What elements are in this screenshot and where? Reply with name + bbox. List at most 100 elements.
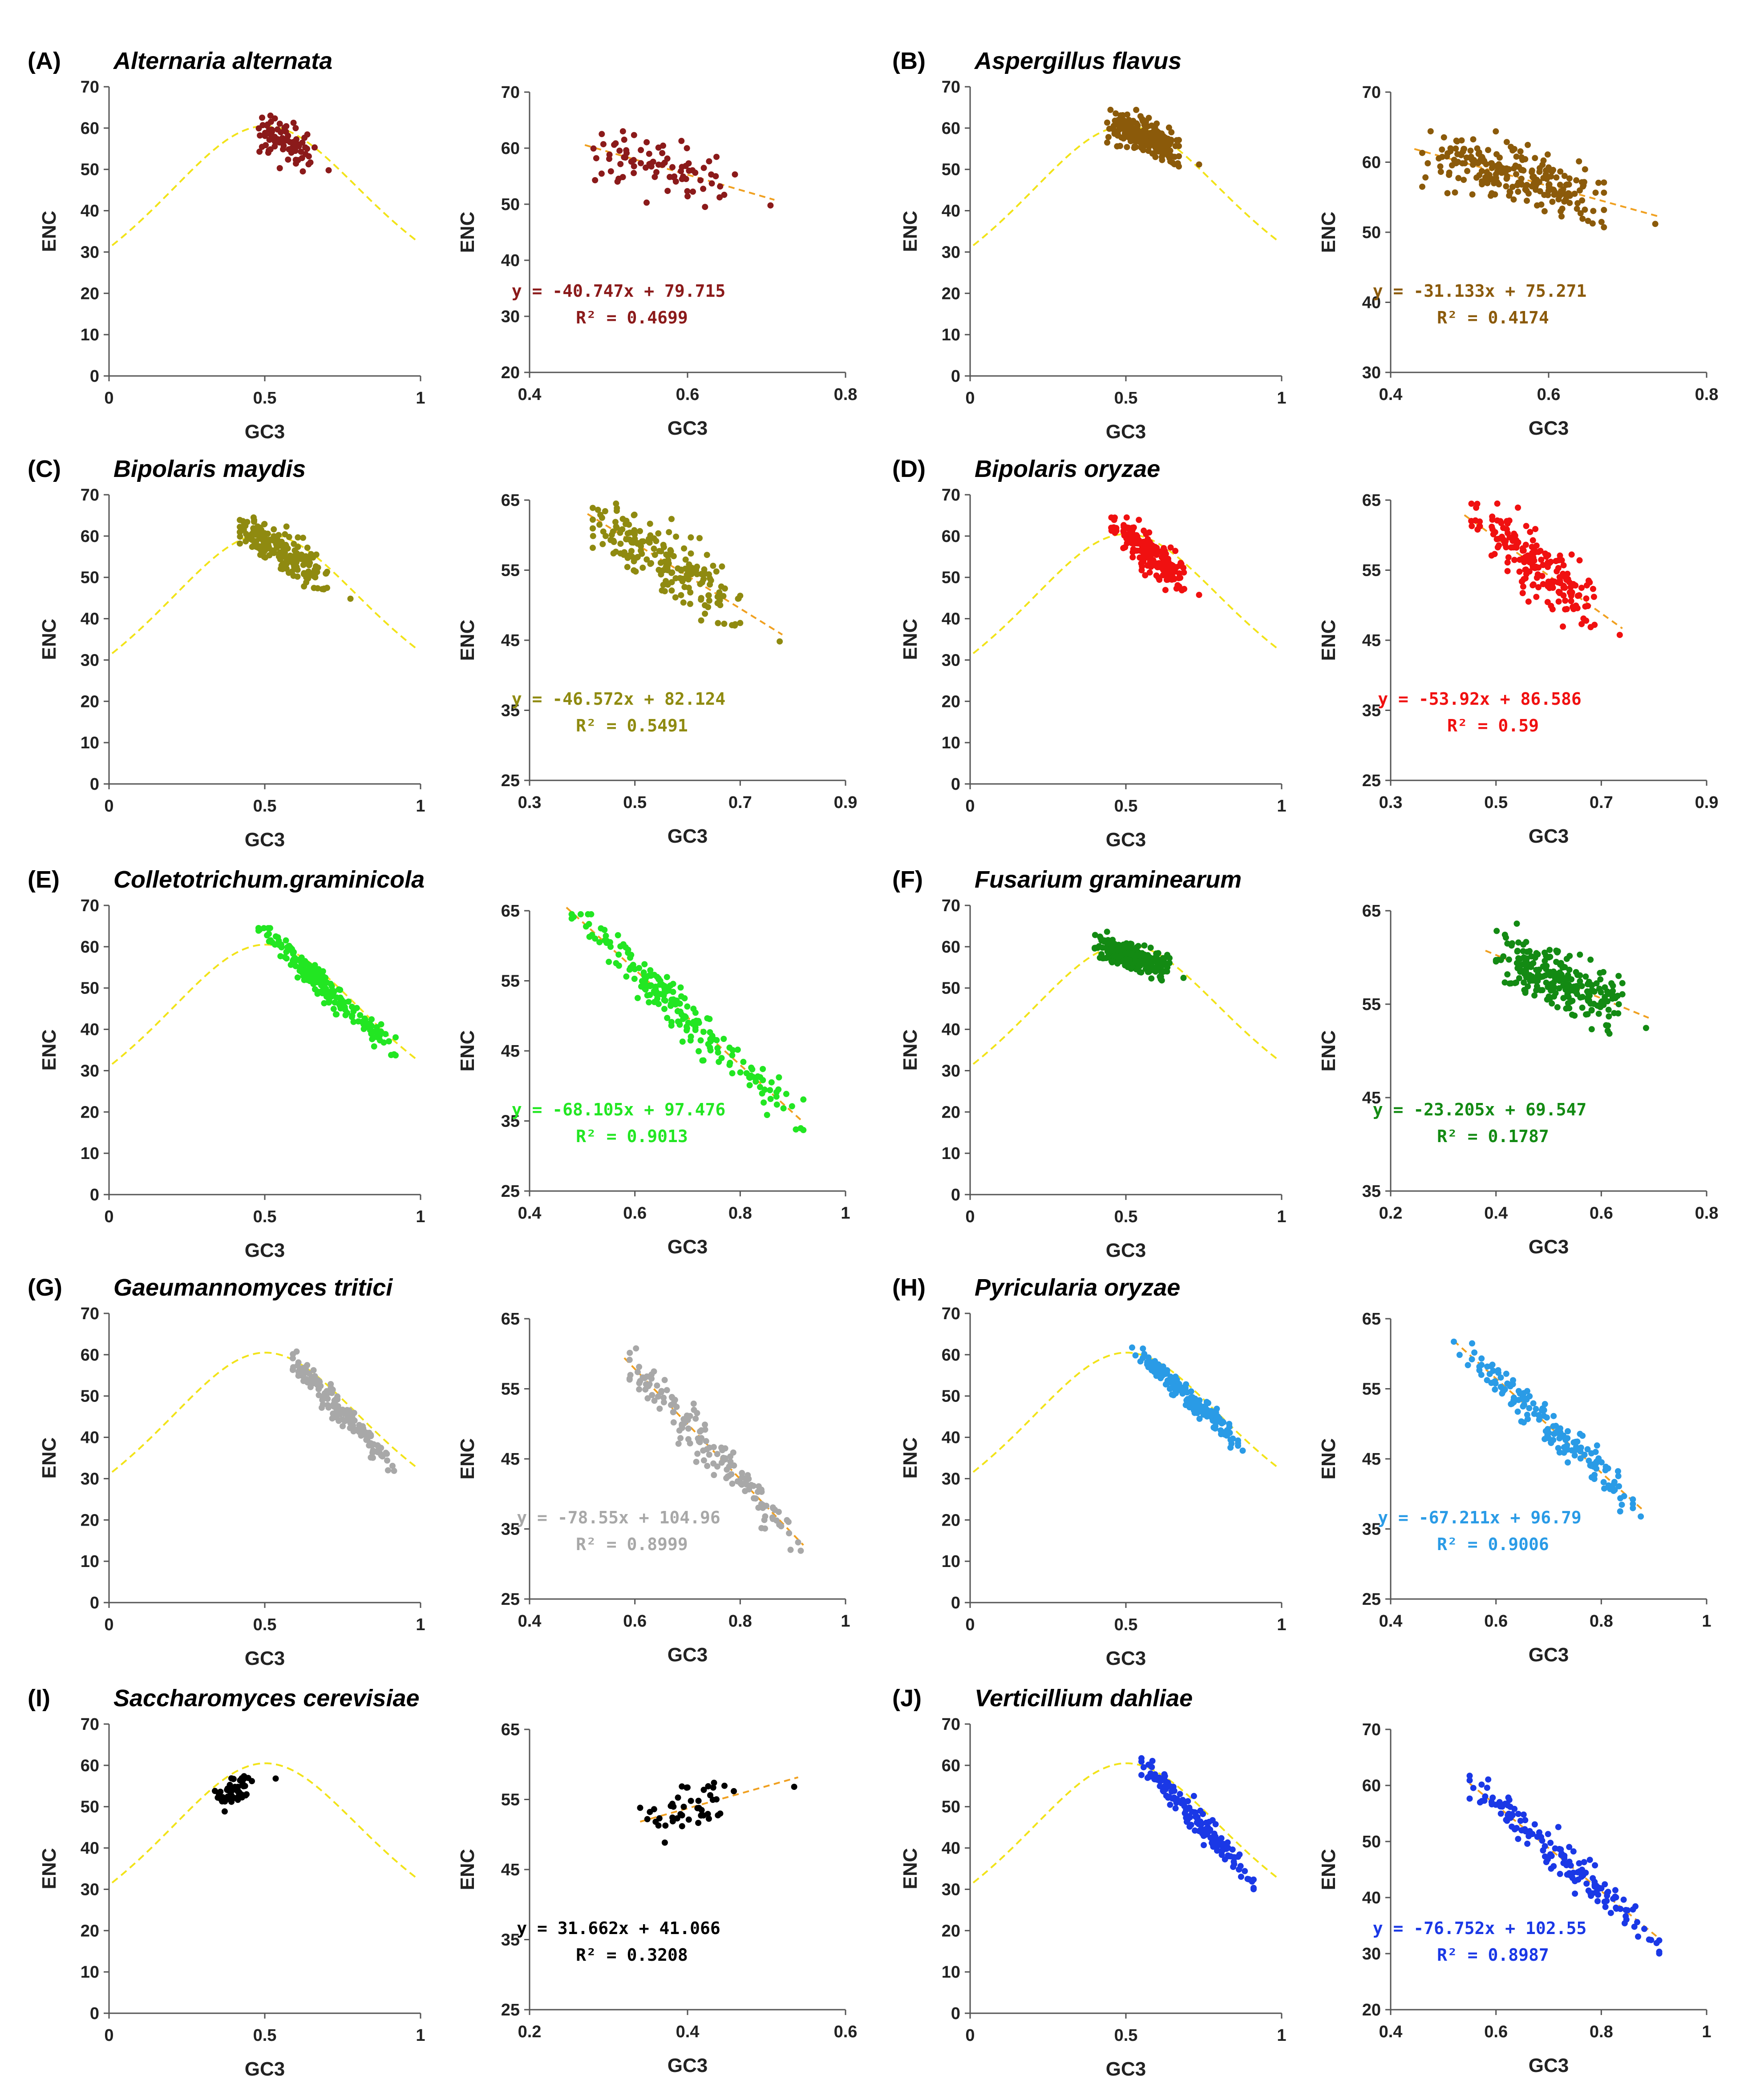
data-point [308, 551, 314, 557]
data-point [645, 1383, 651, 1389]
data-point [1185, 1798, 1191, 1805]
data-point [1533, 987, 1540, 993]
y-tick-label: 60 [81, 119, 99, 138]
y-tick-label: 20 [942, 1922, 960, 1940]
y-tick-label: 65 [501, 491, 520, 510]
y-tick-label: 65 [1362, 1310, 1381, 1329]
data-point [656, 162, 662, 168]
data-point [1164, 1369, 1170, 1376]
data-point [675, 1794, 681, 1801]
data-point [271, 526, 277, 533]
data-point [1534, 571, 1541, 578]
y-tick-label: 20 [942, 692, 960, 711]
data-point [612, 549, 619, 555]
data-point [1615, 973, 1622, 979]
data-point [1250, 1885, 1257, 1891]
data-point [661, 983, 668, 989]
data-point [668, 587, 675, 594]
data-point [1158, 969, 1165, 976]
data-point [636, 1386, 643, 1393]
data-point [651, 1368, 657, 1375]
data-point [1153, 545, 1160, 551]
data-point [290, 120, 297, 126]
data-point [1532, 526, 1539, 533]
data-point [1137, 554, 1143, 561]
data-point [1165, 124, 1172, 131]
data-point [1517, 1817, 1524, 1824]
data-point [1602, 1904, 1609, 1910]
panel-label: (C) [28, 456, 61, 482]
data-point [1165, 152, 1172, 159]
x-tick-label: 0 [965, 1615, 975, 1634]
data-point [1108, 941, 1114, 947]
data-point [312, 574, 319, 581]
data-point [1499, 1803, 1505, 1810]
data-point [373, 1024, 380, 1030]
data-point [1242, 1868, 1248, 1874]
data-point [372, 1029, 379, 1035]
data-point [1168, 129, 1175, 136]
data-point [702, 1422, 708, 1428]
data-point [271, 549, 278, 556]
y-tick-label: 45 [1362, 1450, 1381, 1469]
data-point [1569, 1011, 1575, 1018]
data-point [661, 1839, 668, 1846]
data-point [1652, 221, 1659, 227]
data-point [1512, 980, 1518, 986]
data-point [768, 1079, 775, 1086]
x-tick-label: 0 [104, 797, 113, 816]
panel-species-title: Gaeumannomyces tritici [113, 1274, 393, 1301]
data-point [274, 126, 281, 133]
data-point [1579, 197, 1586, 204]
data-point [1590, 594, 1597, 600]
data-point [692, 1027, 699, 1033]
x-tick-label: 1 [1277, 797, 1286, 816]
data-point [1545, 1831, 1551, 1838]
data-point [758, 1486, 765, 1493]
data-point [1513, 544, 1520, 551]
data-point [292, 138, 299, 145]
data-point [1166, 141, 1173, 148]
y-tick-label: 30 [942, 1062, 960, 1080]
x-tick-label: 1 [1277, 1208, 1286, 1226]
data-point [590, 517, 596, 523]
data-point [688, 569, 695, 576]
x-tick-label: 0.4 [518, 385, 542, 404]
data-point [638, 160, 644, 166]
data-point [1563, 1860, 1570, 1867]
y-tick-label: 70 [942, 897, 960, 915]
data-point [316, 1386, 322, 1392]
y-tick-label: 20 [81, 1922, 99, 1940]
y-tick-label: 65 [501, 1720, 520, 1739]
data-point [734, 1046, 741, 1053]
data-point [672, 594, 679, 601]
y-tick-label: 65 [501, 902, 520, 921]
data-point [1586, 1857, 1593, 1863]
data-point [1590, 586, 1596, 592]
data-point [1607, 1910, 1614, 1916]
data-point [229, 1787, 235, 1793]
data-point [1558, 213, 1565, 220]
data-point [662, 998, 668, 1004]
data-point [706, 1016, 713, 1022]
data-point [637, 528, 643, 534]
data-point [1515, 939, 1522, 946]
data-point [1617, 1508, 1623, 1514]
data-point [270, 537, 277, 544]
data-point [635, 1369, 641, 1375]
data-point [1511, 557, 1518, 563]
data-point [663, 988, 669, 995]
data-point [1557, 168, 1564, 175]
data-point [1484, 180, 1491, 186]
data-point [318, 988, 325, 995]
data-point [1572, 1890, 1578, 1897]
data-point [1120, 545, 1127, 551]
data-point [1540, 561, 1546, 568]
data-point [332, 1397, 339, 1403]
data-point [641, 1375, 648, 1381]
data-point [1510, 1394, 1517, 1401]
x-tick-label: 1 [416, 1208, 425, 1226]
data-point [281, 137, 288, 144]
data-point [1196, 1415, 1203, 1422]
scatter-plot: 25 35 45 55 65 0.2 0.4 0.6 GC3 ENC y = 31.662x + 4… [457, 1720, 857, 2076]
